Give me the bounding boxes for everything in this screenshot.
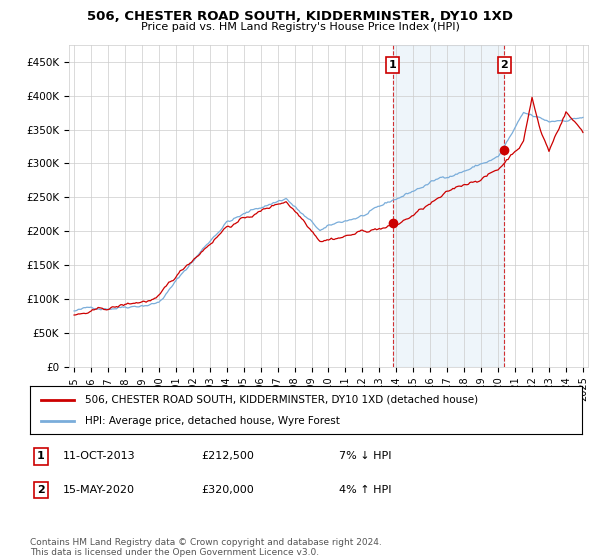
Text: 1: 1 (389, 60, 397, 70)
Text: £320,000: £320,000 (201, 485, 254, 495)
Text: Price paid vs. HM Land Registry's House Price Index (HPI): Price paid vs. HM Land Registry's House … (140, 22, 460, 32)
Text: Contains HM Land Registry data © Crown copyright and database right 2024.
This d: Contains HM Land Registry data © Crown c… (30, 538, 382, 557)
Text: 11-OCT-2013: 11-OCT-2013 (63, 451, 136, 461)
Text: 2: 2 (500, 60, 508, 70)
Text: £212,500: £212,500 (201, 451, 254, 461)
Text: HPI: Average price, detached house, Wyre Forest: HPI: Average price, detached house, Wyre… (85, 416, 340, 426)
Text: 15-MAY-2020: 15-MAY-2020 (63, 485, 135, 495)
Bar (392, 45, 505, 367)
Text: 4% ↑ HPI: 4% ↑ HPI (339, 485, 391, 495)
Text: 7% ↓ HPI: 7% ↓ HPI (339, 451, 391, 461)
Text: 506, CHESTER ROAD SOUTH, KIDDERMINSTER, DY10 1XD (detached house): 506, CHESTER ROAD SOUTH, KIDDERMINSTER, … (85, 395, 478, 405)
Text: 506, CHESTER ROAD SOUTH, KIDDERMINSTER, DY10 1XD: 506, CHESTER ROAD SOUTH, KIDDERMINSTER, … (87, 10, 513, 23)
Text: 1: 1 (37, 451, 44, 461)
Text: 2: 2 (37, 485, 44, 495)
